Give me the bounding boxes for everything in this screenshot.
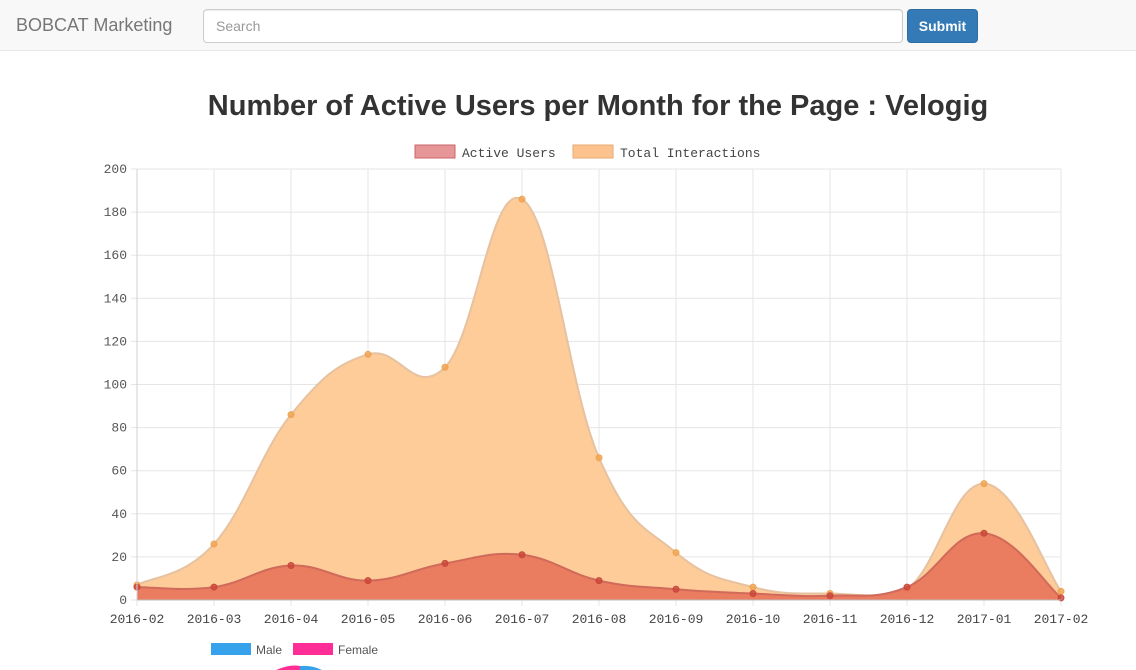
active-users-point: [518, 551, 526, 559]
active-users-point: [826, 592, 834, 600]
y-tick-label: 0: [119, 593, 127, 608]
y-tick-label: 60: [111, 464, 127, 479]
x-tick-label: 2016-07: [495, 612, 550, 627]
x-tick-label: 2016-10: [726, 612, 781, 627]
y-tick-label: 200: [104, 162, 127, 177]
total-interactions-point: [672, 549, 680, 557]
x-tick-label: 2017-02: [1034, 612, 1089, 627]
submit-button[interactable]: Submit: [907, 9, 978, 43]
total-interactions-point: [210, 540, 218, 548]
active-users-point: [903, 583, 911, 591]
active-users-point: [441, 559, 449, 567]
active-users-point: [749, 590, 757, 598]
active-users-point: [364, 577, 372, 585]
total-interactions-point: [595, 454, 603, 462]
x-tick-label: 2016-02: [110, 612, 165, 627]
legend-swatch-total-interactions: [572, 144, 614, 159]
total-interactions-point: [1057, 587, 1065, 595]
y-tick-label: 120: [104, 334, 127, 349]
y-tick-label: 40: [111, 507, 127, 522]
x-tick-label: 2017-01: [957, 612, 1012, 627]
total-interactions-point: [980, 480, 988, 488]
active-users-point: [210, 583, 218, 591]
y-tick-label: 100: [104, 378, 127, 393]
brand-link[interactable]: BOBCAT Marketing: [16, 15, 173, 35]
y-tick-label: 140: [104, 291, 127, 306]
y-tick-label: 160: [104, 248, 127, 263]
pie-legend-swatch-male: [211, 643, 251, 655]
x-tick-label: 2016-08: [572, 612, 627, 627]
total-interactions-point: [518, 195, 526, 203]
pie-slice-male: [300, 665, 322, 670]
pie-legend-label-male: Male: [256, 643, 282, 657]
active-users-point: [672, 585, 680, 593]
legend-label-total-interactions: Total Interactions: [620, 146, 760, 161]
total-interactions-point: [364, 350, 372, 358]
search-input[interactable]: [203, 9, 903, 43]
y-tick-label: 180: [104, 205, 127, 220]
active-users-point: [287, 562, 295, 570]
x-tick-label: 2016-12: [880, 612, 935, 627]
total-interactions-point: [749, 583, 757, 591]
total-interactions-point: [441, 363, 449, 371]
chart-title: Number of Active Users per Month for the…: [207, 90, 989, 122]
legend-swatch-active-users: [414, 144, 456, 159]
active-users-point: [980, 529, 988, 537]
total-interactions-point: [287, 411, 295, 419]
x-tick-label: 2016-06: [418, 612, 473, 627]
active-users-point: [595, 577, 603, 585]
total-interactions-area: [137, 197, 1061, 600]
active-users-point: [1057, 594, 1065, 602]
y-tick-label: 20: [111, 550, 127, 565]
pie-legend-swatch-female: [293, 643, 333, 655]
legend-label-active-users: Active Users: [462, 146, 556, 161]
x-tick-label: 2016-05: [341, 612, 396, 627]
x-tick-label: 2016-11: [803, 612, 858, 627]
x-tick-label: 2016-04: [264, 612, 319, 627]
x-tick-label: 2016-03: [187, 612, 242, 627]
x-tick-label: 2016-09: [649, 612, 704, 627]
navbar: BOBCAT Marketing Submit: [0, 0, 1136, 51]
y-tick-label: 80: [111, 421, 127, 436]
pie-legend-label-female: Female: [338, 643, 378, 657]
pie-slice-female: [276, 665, 300, 670]
